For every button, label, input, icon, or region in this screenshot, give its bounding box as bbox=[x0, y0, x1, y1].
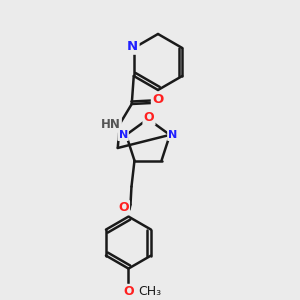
Text: O: O bbox=[152, 94, 164, 106]
Text: O: O bbox=[123, 285, 134, 298]
Text: CH₃: CH₃ bbox=[139, 285, 162, 298]
Text: HN: HN bbox=[101, 118, 121, 131]
Text: N: N bbox=[168, 130, 178, 140]
Text: N: N bbox=[127, 40, 138, 53]
Text: O: O bbox=[144, 112, 154, 124]
Text: N: N bbox=[118, 130, 128, 140]
Text: O: O bbox=[118, 201, 129, 214]
